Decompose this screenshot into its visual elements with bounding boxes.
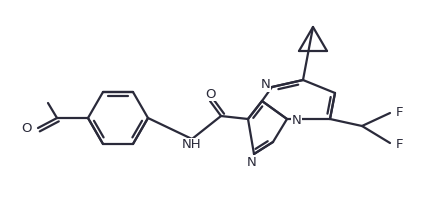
Text: NH: NH <box>182 138 202 152</box>
Text: O: O <box>22 121 32 134</box>
Text: F: F <box>396 106 403 120</box>
Text: N: N <box>247 155 257 169</box>
Text: N: N <box>292 114 302 127</box>
Text: F: F <box>396 138 403 151</box>
Text: N: N <box>260 78 270 92</box>
Text: O: O <box>205 88 215 100</box>
